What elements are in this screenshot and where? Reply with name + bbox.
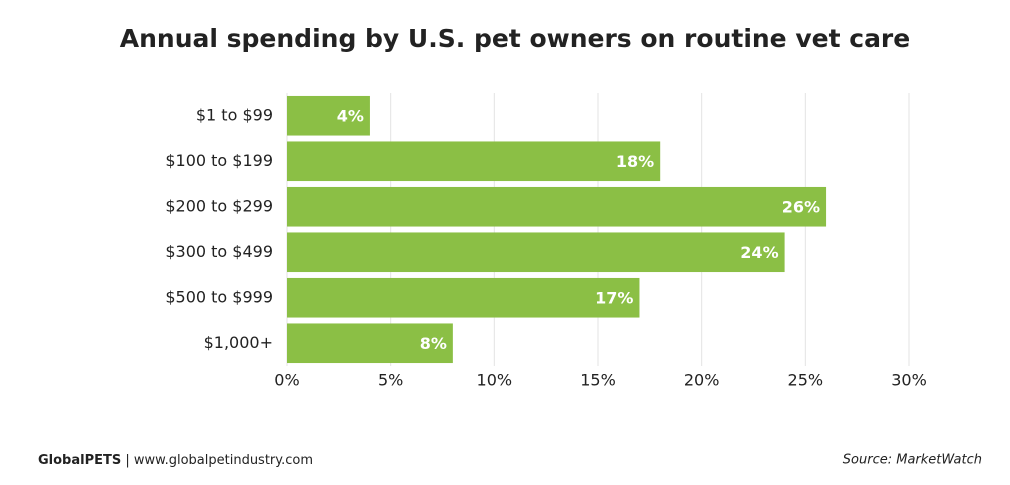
bar [287,323,453,364]
x-tick-label: 5% [378,371,403,390]
y-tick-label: $1 to $99 [196,105,273,124]
y-tick-label: $100 to $199 [165,151,273,170]
y-tick-label: $300 to $499 [165,242,273,261]
bar [287,95,370,136]
value-label: 18% [616,152,654,171]
value-label: 4% [337,106,364,125]
value-label: 24% [740,243,778,262]
x-tick-label: 15% [580,371,616,390]
x-tick-label: 10% [477,371,513,390]
site: | www.globalpetindustry.com [125,453,313,468]
x-tick-label: 20% [684,371,720,390]
value-label: 8% [420,334,447,353]
bar [287,277,640,318]
brand: GlobalPETS [38,453,121,468]
source: Source: MarketWatch [843,453,982,468]
chart-title: Annual spending by U.S. pet owners on ro… [120,24,910,53]
bar [287,141,661,182]
footer: GlobalPETS | www.globalpetindustry.com [38,453,313,468]
x-tick-label: 0% [274,371,299,390]
bar [287,232,785,273]
bar [287,186,827,227]
value-label: 17% [595,288,633,307]
value-label: 26% [782,197,820,216]
y-tick-label: $500 to $999 [165,287,273,306]
x-tick-label: 25% [788,371,824,390]
y-tick-label: $200 to $299 [165,196,273,215]
y-tick-label: $1,000+ [204,333,273,352]
x-tick-label: 30% [891,371,927,390]
